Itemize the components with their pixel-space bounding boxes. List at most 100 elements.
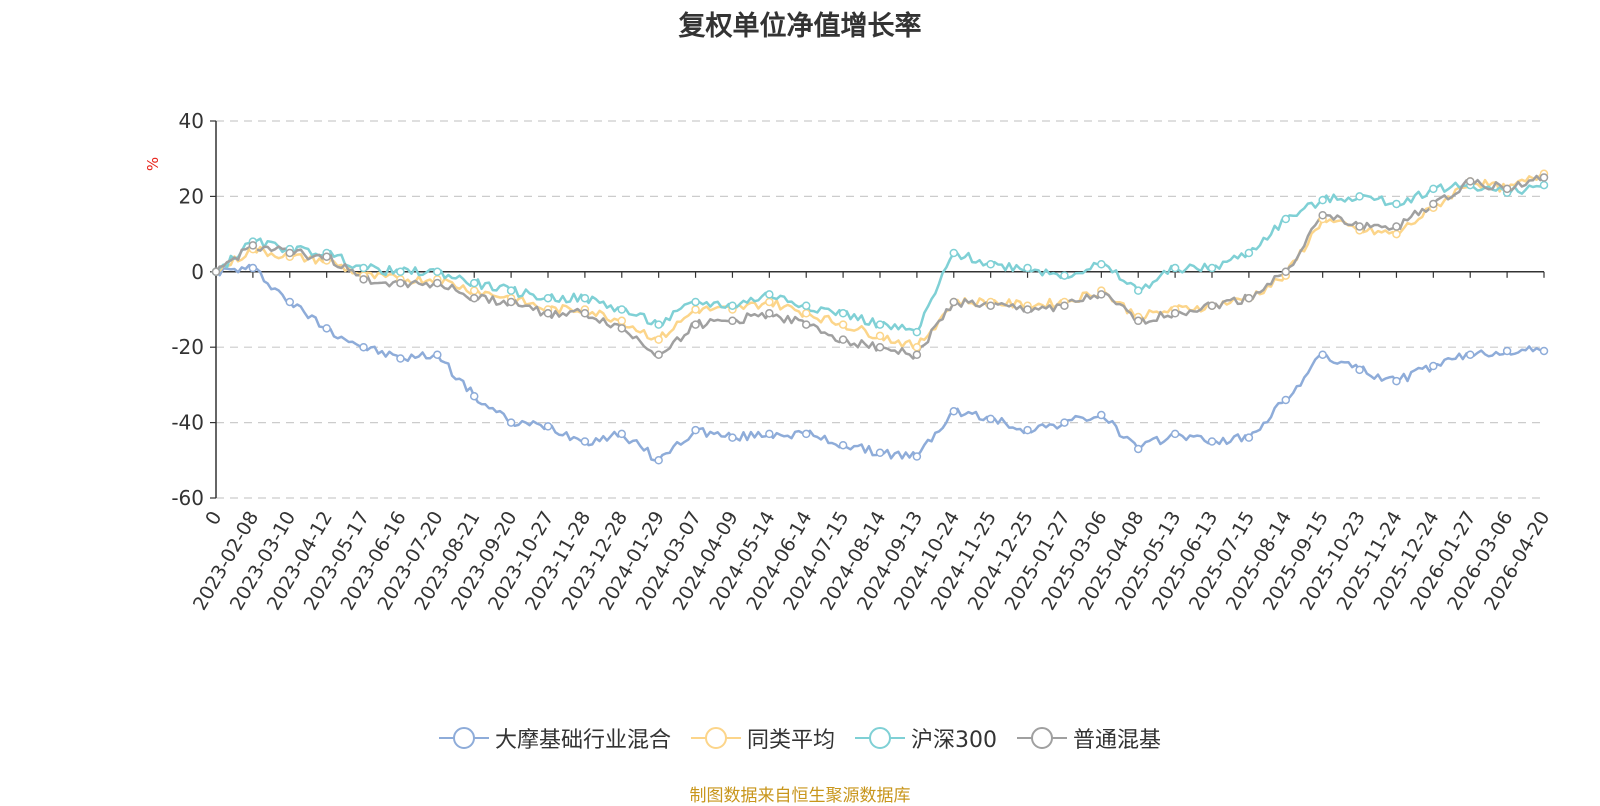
data-point[interactable]	[1207, 263, 1217, 273]
data-point[interactable]	[691, 297, 700, 307]
data-point[interactable]	[506, 418, 516, 427]
data-point[interactable]	[433, 278, 442, 288]
series-line[interactable]	[215, 181, 1545, 334]
data-point[interactable]	[248, 263, 258, 273]
data-point[interactable]	[654, 350, 663, 359]
data-point[interactable]	[765, 309, 774, 318]
data-point[interactable]	[469, 286, 479, 295]
data-point[interactable]	[617, 429, 627, 439]
data-point[interactable]	[396, 354, 405, 363]
data-point[interactable]	[1429, 361, 1438, 371]
data-point[interactable]	[801, 309, 811, 318]
data-point[interactable]	[469, 293, 479, 303]
data-point[interactable]	[1207, 437, 1217, 446]
data-point[interactable]	[1170, 263, 1180, 273]
data-point[interactable]	[1539, 346, 1549, 356]
data-point[interactable]	[728, 316, 737, 326]
data-point[interactable]	[322, 252, 331, 261]
data-point[interactable]	[801, 320, 811, 329]
data-point[interactable]	[543, 422, 553, 431]
data-point[interactable]	[875, 320, 885, 329]
data-point[interactable]	[285, 248, 295, 258]
data-point[interactable]	[617, 305, 627, 314]
series-line[interactable]	[215, 263, 1545, 462]
data-point[interactable]	[1318, 211, 1327, 220]
data-point[interactable]	[986, 301, 995, 310]
data-point[interactable]	[1207, 301, 1217, 310]
legend-item-pthj[interactable]: 普通混基	[1017, 722, 1161, 754]
data-point[interactable]	[728, 301, 737, 310]
data-point[interactable]	[211, 267, 221, 277]
data-point[interactable]	[396, 278, 405, 288]
data-point[interactable]	[691, 425, 700, 435]
data-point[interactable]	[543, 293, 553, 303]
data-point[interactable]	[838, 440, 848, 450]
data-point[interactable]	[765, 429, 774, 439]
legend-item-dmjc[interactable]: 大摩基础行业混合	[438, 722, 671, 754]
data-point[interactable]	[765, 290, 774, 299]
data-point[interactable]	[1133, 286, 1143, 295]
data-point[interactable]	[506, 297, 516, 307]
data-point[interactable]	[1392, 199, 1401, 209]
data-point[interactable]	[1097, 260, 1106, 269]
data-point[interactable]	[838, 309, 848, 318]
data-point[interactable]	[1355, 222, 1364, 231]
data-point[interactable]	[1502, 184, 1512, 194]
data-point[interactable]	[359, 342, 368, 352]
data-point[interactable]	[1133, 316, 1143, 326]
data-point[interactable]	[359, 275, 368, 284]
data-point[interactable]	[1060, 418, 1069, 427]
legend-item-tlpj[interactable]: 同类平均	[690, 722, 835, 754]
data-point[interactable]	[1392, 222, 1401, 231]
data-point[interactable]	[285, 297, 295, 307]
data-point[interactable]	[1170, 429, 1180, 439]
data-point[interactable]	[1023, 305, 1032, 314]
data-point[interactable]	[1392, 376, 1401, 386]
data-point[interactable]	[912, 327, 922, 337]
data-point[interactable]	[248, 241, 258, 250]
data-point[interactable]	[580, 309, 590, 318]
data-point[interactable]	[1023, 425, 1032, 435]
data-point[interactable]	[322, 324, 331, 333]
data-point[interactable]	[506, 286, 516, 295]
data-point[interactable]	[543, 309, 553, 318]
data-point[interactable]	[359, 263, 368, 273]
data-point[interactable]	[949, 248, 959, 258]
data-point[interactable]	[1465, 177, 1475, 186]
data-point[interactable]	[1318, 350, 1327, 359]
data-point[interactable]	[986, 414, 995, 424]
data-point[interactable]	[1244, 433, 1254, 442]
data-point[interactable]	[654, 335, 663, 344]
data-point[interactable]	[1244, 293, 1254, 303]
data-point[interactable]	[912, 452, 922, 461]
data-point[interactable]	[433, 350, 442, 359]
data-point[interactable]	[1355, 365, 1364, 375]
data-point[interactable]	[1170, 309, 1180, 318]
data-point[interactable]	[1097, 410, 1106, 420]
data-point[interactable]	[1355, 192, 1364, 201]
data-point[interactable]	[801, 301, 811, 310]
data-point[interactable]	[617, 316, 627, 326]
data-point[interactable]	[912, 342, 922, 352]
data-point[interactable]	[1097, 290, 1106, 299]
data-point[interactable]	[691, 320, 700, 329]
data-point[interactable]	[949, 297, 959, 307]
data-point[interactable]	[875, 342, 885, 352]
data-point[interactable]	[838, 320, 848, 329]
data-point[interactable]	[1429, 184, 1438, 194]
data-point[interactable]	[1539, 173, 1549, 182]
data-point[interactable]	[875, 448, 885, 458]
data-point[interactable]	[1281, 395, 1291, 405]
data-point[interactable]	[875, 331, 885, 341]
data-point[interactable]	[617, 324, 627, 333]
data-point[interactable]	[1465, 350, 1475, 359]
data-point[interactable]	[912, 350, 922, 359]
data-point[interactable]	[1023, 263, 1032, 273]
data-point[interactable]	[1060, 271, 1069, 280]
data-point[interactable]	[1244, 248, 1254, 258]
data-point[interactable]	[986, 260, 995, 269]
legend-item-hs300[interactable]: 沪深300	[855, 722, 997, 754]
data-point[interactable]	[433, 267, 442, 277]
data-point[interactable]	[1429, 199, 1438, 209]
data-point[interactable]	[1281, 214, 1291, 224]
